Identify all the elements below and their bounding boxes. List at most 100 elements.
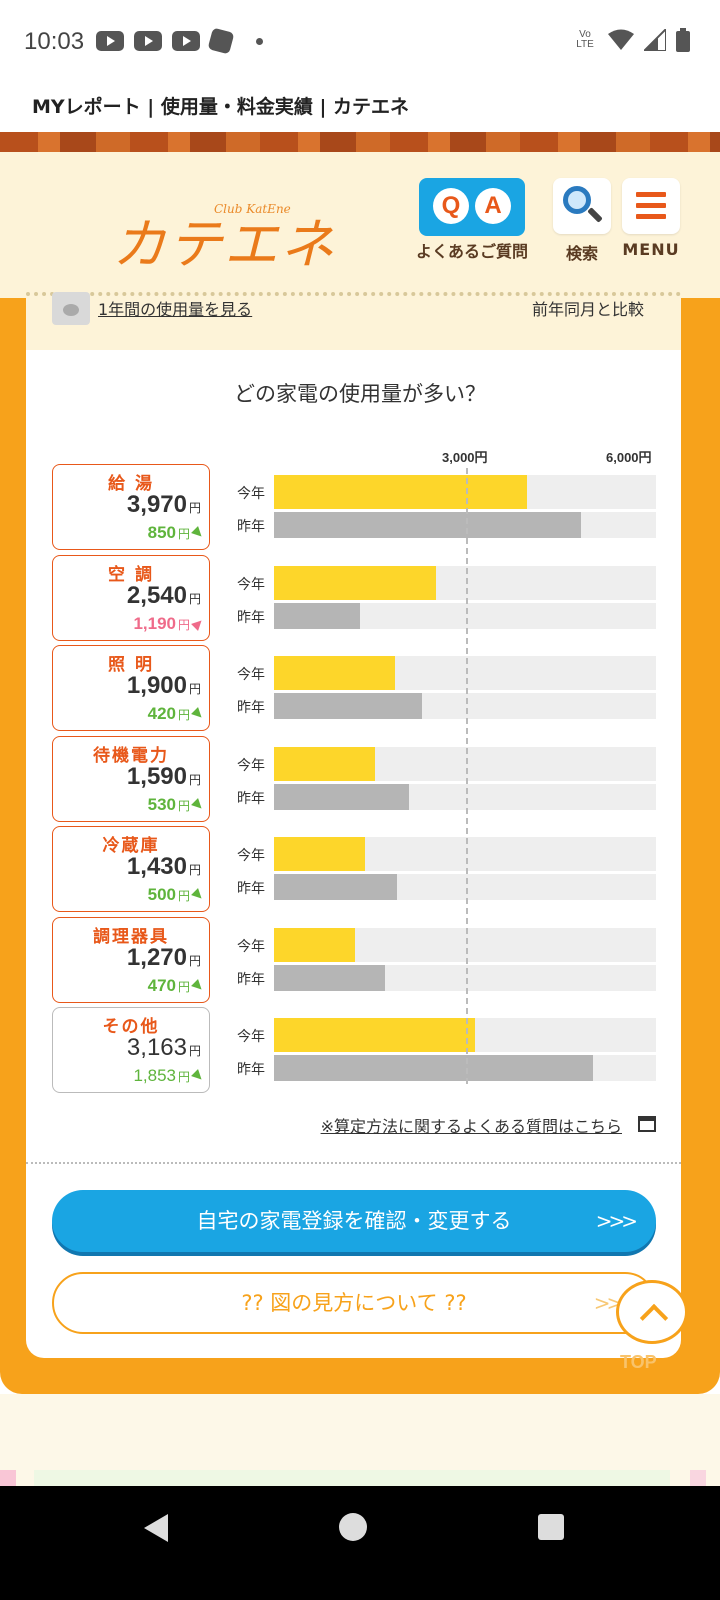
appliance-card: 待機電力 1,590 円 530 円: [52, 736, 210, 822]
current-year-bar: [274, 475, 527, 509]
trend-down-icon: [191, 888, 205, 902]
external-window-icon: [638, 1116, 656, 1132]
notification-icons: [96, 27, 263, 55]
current-year-bar: [274, 1018, 475, 1052]
panel-top-strip: [26, 298, 681, 350]
appliance-card: その他 3,163 円 1,853 円: [52, 1007, 210, 1093]
appliance-name: 調理器具: [93, 927, 169, 947]
current-year-label: 今年: [237, 848, 265, 864]
current-year-bar: [274, 656, 395, 690]
trend-down-icon: [191, 1069, 205, 1083]
bar-track: [274, 512, 656, 538]
previous-year-label: 昨年: [237, 1062, 265, 1078]
appliance-diff: 500 円: [148, 885, 203, 905]
bar-track: [274, 928, 656, 962]
bar-track: [274, 837, 656, 871]
app-notification-icon: [207, 27, 235, 55]
bar-track: [274, 693, 656, 719]
recents-icon[interactable]: [538, 1514, 564, 1540]
below-strip: [34, 1470, 670, 1486]
register-button-label: 自宅の家電登録を確認・変更する: [196, 1209, 512, 1233]
appliance-cost: 1,430 円: [126, 853, 201, 880]
decoration-right: [690, 1470, 706, 1486]
previous-year-bar: [274, 1055, 593, 1081]
trend-up-icon: [191, 617, 205, 631]
status-time: 10:03: [24, 28, 85, 55]
previous-year-bar: [274, 874, 397, 900]
signal-icon: [644, 29, 666, 51]
chart-guide-button[interactable]: ?? 図の見方について ?? >>>: [52, 1272, 656, 1334]
qa-icon: Q A: [419, 178, 525, 236]
current-year-label: 今年: [237, 758, 265, 774]
appliance-name: 給 湯: [108, 474, 154, 494]
appliance-card: 空 調 2,540 円 1,190 円: [52, 555, 210, 641]
youtube-icon: [134, 31, 162, 51]
appliance-diff: 1,190 円: [133, 614, 203, 634]
axis-tick-6000: 6,000円: [606, 450, 652, 465]
axis-tick-3000: 3,000円: [442, 450, 488, 465]
appliance-diff: 850 円: [148, 523, 203, 543]
current-year-bar: [274, 747, 375, 781]
current-year-bar: [274, 837, 365, 871]
home-icon[interactable]: [339, 1513, 367, 1541]
appliance-cost: 3,970 円: [126, 491, 201, 518]
trend-down-icon: [191, 798, 205, 812]
android-nav-bar: [0, 1486, 720, 1600]
appliance-card: 給 湯 3,970 円 850 円: [52, 464, 210, 550]
guide-button-label: ?? 図の見方について ??: [241, 1291, 467, 1315]
gridline-3000: [466, 468, 468, 1084]
previous-year-label: 昨年: [237, 972, 265, 988]
dotted-divider: [26, 292, 681, 296]
previous-year-label: 昨年: [237, 610, 265, 626]
menu-button[interactable]: MENU: [620, 178, 682, 259]
appliance-name: 照 明: [108, 655, 154, 675]
previous-year-label: 昨年: [237, 700, 265, 716]
current-year-bar: [274, 566, 436, 600]
previous-year-label: 昨年: [237, 519, 265, 535]
previous-year-bar: [274, 693, 422, 719]
search-button[interactable]: 検索: [552, 178, 612, 264]
chart-title: どの家電の使用量が多い？: [234, 382, 486, 406]
register-appliances-button[interactable]: 自宅の家電登録を確認・変更する >>>: [52, 1190, 656, 1252]
scroll-top-button[interactable]: [616, 1280, 688, 1344]
trend-down-icon: [191, 526, 205, 540]
bar-track: [274, 1055, 656, 1081]
faq-button[interactable]: Q A よくあるご質問: [414, 178, 530, 262]
current-year-bar: [274, 928, 355, 962]
previous-year-bar: [274, 512, 581, 538]
appliance-card: 照 明 1,900 円 420 円: [52, 645, 210, 731]
yearly-usage-link[interactable]: 1年間の使用量を見る: [98, 300, 253, 319]
faq-label: よくあるご質問: [415, 242, 528, 261]
appliance-diff: 1,853 円: [133, 1066, 203, 1086]
appliance-cost: 2,540 円: [126, 582, 201, 609]
previous-year-bar: [274, 603, 360, 629]
back-icon[interactable]: [144, 1514, 168, 1542]
page-title: MYレポート | 使用量・料金実績 | カテエネ: [32, 96, 410, 118]
bar-track: [274, 747, 656, 781]
compare-label: 前年同月と比較: [531, 300, 644, 319]
hamburger-menu-icon: [622, 178, 680, 234]
appliance-name: 待機電力: [93, 746, 169, 766]
katene-logo[interactable]: カテエネ: [112, 213, 336, 276]
trend-down-icon: [191, 707, 205, 721]
trend-down-icon: [191, 979, 205, 993]
top-label: TOP: [620, 1352, 657, 1372]
calc-method-faq-link[interactable]: ※算定方法に関するよくある質問はこちら: [320, 1117, 622, 1136]
paw-icon: [52, 292, 90, 325]
system-icons: Vo LTE: [572, 28, 690, 52]
youtube-icon: [96, 31, 124, 51]
search-label: 検索: [565, 244, 598, 263]
previous-year-label: 昨年: [237, 791, 265, 807]
appliance-cost: 1,590 円: [126, 763, 201, 790]
current-year-label: 今年: [237, 939, 265, 955]
appliance-cost: 1,270 円: [126, 944, 201, 971]
decoration-left: [0, 1470, 16, 1486]
appliance-name: 空 調: [108, 565, 154, 585]
previous-year-bar: [274, 965, 385, 991]
bar-track: [274, 1018, 656, 1052]
battery-icon: [676, 28, 690, 52]
logo-subtitle: Club KatEne: [214, 202, 291, 216]
bar-track: [274, 475, 656, 509]
bar-track: [274, 784, 656, 810]
appliance-diff: 470 円: [148, 976, 203, 996]
